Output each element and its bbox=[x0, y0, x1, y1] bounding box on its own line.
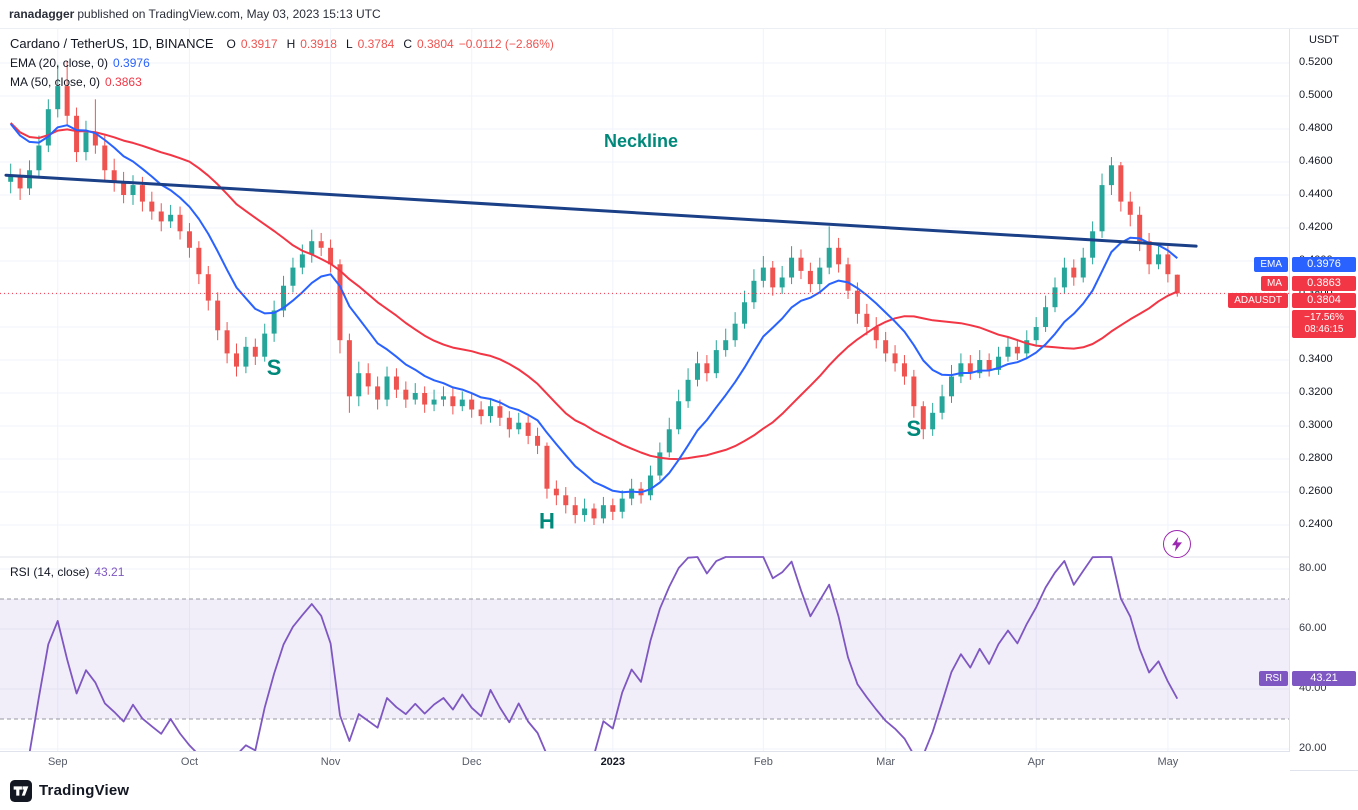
price-tick: 0.3200 bbox=[1299, 386, 1333, 398]
open-value: 0.3917 bbox=[240, 36, 278, 51]
low-label: L bbox=[345, 36, 353, 51]
rsi-name-badge: RSI bbox=[1259, 671, 1288, 687]
ema-label: EMA (20, close, 0) bbox=[10, 55, 109, 70]
high-label: H bbox=[286, 36, 296, 51]
high-value: 0.3918 bbox=[300, 36, 337, 51]
attribution-user: ranadagger bbox=[9, 7, 75, 21]
time-axis-label: Sep bbox=[47, 756, 68, 768]
symbol-name-badge: ADAUSDT bbox=[1228, 292, 1288, 308]
tradingview-logo-icon[interactable] bbox=[10, 779, 32, 802]
open-label: O bbox=[226, 36, 236, 51]
time-axis-label: Nov bbox=[320, 756, 341, 768]
price-tick: 0.5000 bbox=[1299, 89, 1333, 101]
rsi-tick: 20.00 bbox=[1299, 742, 1327, 754]
annotation-s[interactable]: S bbox=[907, 416, 922, 441]
candles bbox=[8, 61, 1180, 525]
rsi-band bbox=[0, 599, 1290, 719]
price-tick: 0.4800 bbox=[1299, 122, 1333, 134]
rsi-value: 43.21 bbox=[94, 564, 125, 579]
low-value: 0.3784 bbox=[357, 36, 395, 51]
ema-price-badge: 0.3976 bbox=[1292, 256, 1356, 272]
ma-price-badge: 0.3863 bbox=[1292, 275, 1356, 291]
price-tick: 0.2600 bbox=[1299, 485, 1333, 497]
ma-line[interactable] bbox=[9, 122, 1178, 461]
time-axis-label: Oct bbox=[180, 756, 199, 768]
price-tick: 0.3000 bbox=[1299, 419, 1333, 431]
attribution-text: published on TradingView.com, May 03, 20… bbox=[77, 7, 381, 21]
rsi-label: RSI (14, close) bbox=[10, 564, 90, 579]
time-axis-label: Apr bbox=[1027, 756, 1045, 768]
ema-legend-row[interactable]: EMA (20, close, 0) 0.3976 bbox=[10, 53, 554, 72]
price-tick: 0.3400 bbox=[1299, 353, 1333, 365]
time-axis-label: Mar bbox=[876, 756, 896, 768]
instant-trading-button[interactable] bbox=[1163, 530, 1191, 558]
price-tick: 0.4600 bbox=[1299, 155, 1333, 167]
time-axis[interactable]: Sep Oct Nov Dec 2023 Feb Mar Apr May bbox=[0, 751, 1290, 772]
annotation-neckline[interactable]: Neckline bbox=[604, 131, 678, 151]
rsi-line[interactable] bbox=[20, 556, 1179, 751]
session-change: −17.56% bbox=[1304, 311, 1344, 323]
price-tick: 0.4400 bbox=[1299, 188, 1333, 200]
price-tick: 0.2400 bbox=[1299, 518, 1333, 530]
chart-region: Neckline S H S Cardano / TetherUS, 1D, BINA… bbox=[0, 28, 1358, 772]
chart-canvas[interactable]: Neckline S H S bbox=[0, 29, 1290, 751]
time-axis-label: Dec bbox=[461, 756, 482, 768]
price-tick: 0.2800 bbox=[1299, 452, 1333, 464]
bar-countdown: 08:46:15 bbox=[1304, 323, 1344, 335]
price-tick: 0.4200 bbox=[1299, 221, 1333, 233]
ma-label: MA (50, close, 0) bbox=[10, 74, 101, 89]
tradingview-wordmark[interactable]: TradingView bbox=[39, 782, 130, 799]
change-countdown-badge: −17.56% 08:46:15 bbox=[1292, 309, 1356, 338]
time-axis-label: May bbox=[1157, 756, 1179, 768]
ema-line[interactable] bbox=[9, 123, 1178, 494]
footer-bar: TradingView bbox=[0, 770, 1358, 810]
time-axis-label: Feb bbox=[753, 756, 773, 768]
change-value: −0.0112 (−2.86%) bbox=[458, 36, 554, 51]
symbol-title: Cardano / TetherUS, 1D, BINANCE bbox=[10, 36, 214, 51]
ma-value: 0.3863 bbox=[105, 74, 142, 89]
rsi-legend-row[interactable]: RSI (14, close) 43.21 bbox=[10, 562, 124, 581]
ma-name-badge: MA bbox=[1261, 275, 1288, 291]
neckline-trendline[interactable] bbox=[4, 173, 1198, 248]
annotation-h[interactable]: H bbox=[539, 508, 555, 533]
attribution-bar: ranadagger published on TradingView.com,… bbox=[0, 0, 1358, 28]
symbol-legend-row[interactable]: Cardano / TetherUS, 1D, BINANCE O 0.3917… bbox=[10, 34, 554, 53]
close-label: C bbox=[403, 36, 412, 51]
lightning-bolt-icon bbox=[1172, 536, 1182, 552]
price-tick: 0.5200 bbox=[1299, 56, 1333, 68]
rsi-tick: 60.00 bbox=[1299, 622, 1327, 634]
close-value: 0.3804 bbox=[417, 36, 454, 51]
ma-legend-row[interactable]: MA (50, close, 0) 0.3863 bbox=[10, 72, 554, 91]
last-price-badge: 0.3804 bbox=[1292, 292, 1356, 308]
annotation-s[interactable]: S bbox=[267, 355, 282, 380]
rsi-value-badge: 43.21 bbox=[1292, 671, 1356, 687]
ema-name-badge: EMA bbox=[1254, 256, 1288, 272]
price-axis[interactable]: USDT 0.3976 0.3863 0.3804 −17.56% 08:46:… bbox=[1289, 29, 1358, 754]
ema-value: 0.3976 bbox=[113, 55, 150, 70]
axis-currency-label: USDT bbox=[1309, 34, 1339, 46]
chart-legend: Cardano / TetherUS, 1D, BINANCE O 0.3917… bbox=[10, 34, 554, 91]
time-axis-label: 2023 bbox=[600, 756, 626, 768]
rsi-tick: 80.00 bbox=[1299, 562, 1327, 574]
